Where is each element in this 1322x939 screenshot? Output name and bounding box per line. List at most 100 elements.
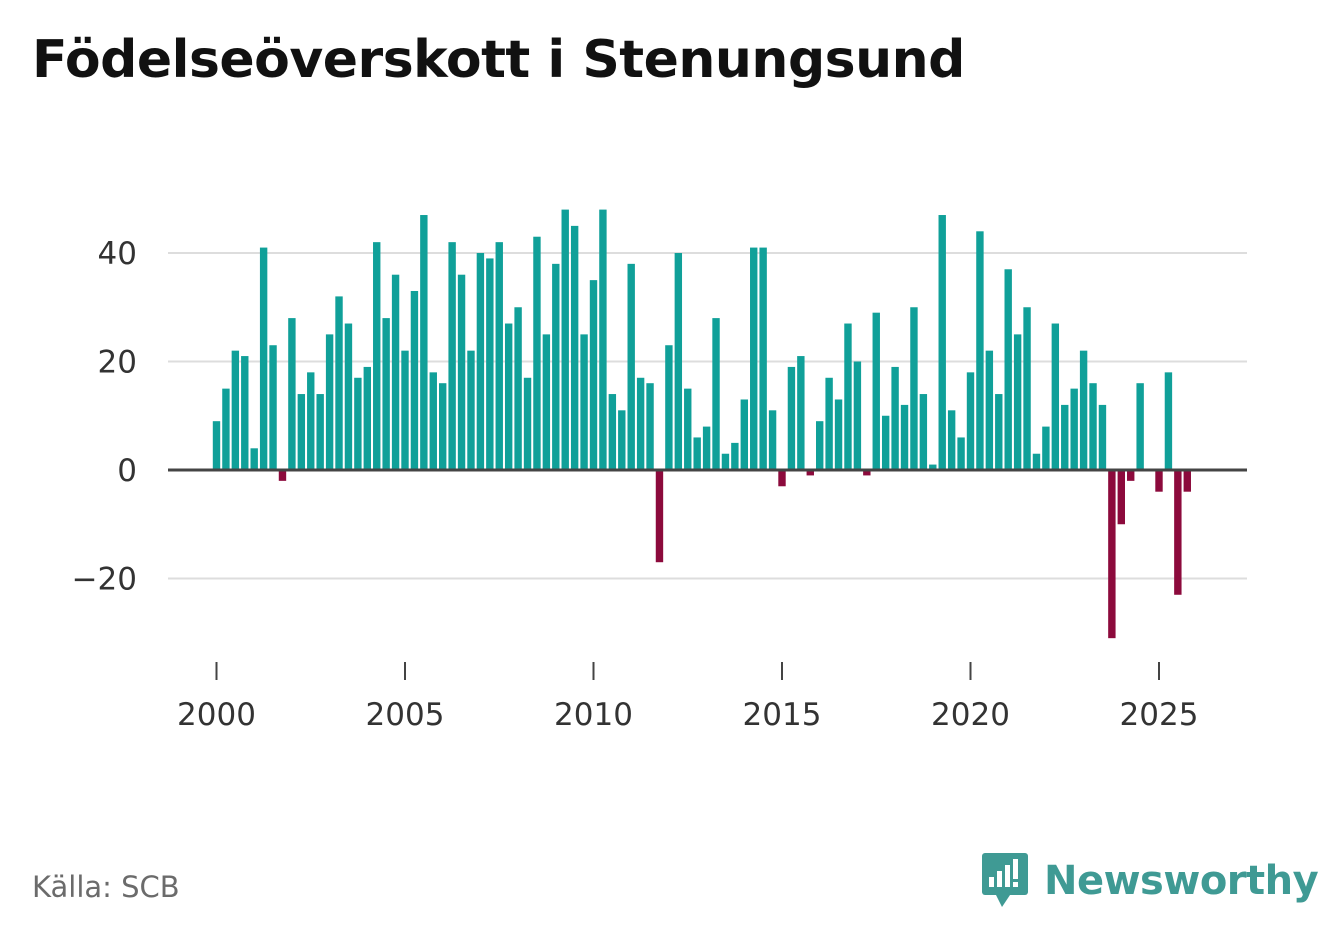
bar — [599, 209, 607, 470]
bar — [269, 345, 277, 470]
bar — [316, 394, 324, 470]
bar — [712, 318, 720, 470]
bar — [410, 290, 419, 471]
brand-logo[interactable]: Newsworthy — [980, 850, 1319, 912]
bar — [636, 377, 645, 470]
x-tick-label: 2025 — [1120, 697, 1199, 733]
x-tick-label: 2005 — [366, 697, 445, 733]
bar — [957, 437, 965, 470]
bar — [439, 383, 447, 470]
bar — [401, 350, 409, 470]
chart-title: Födelseöverskott i Stenungsund — [32, 30, 965, 90]
bar — [759, 247, 767, 470]
bar — [1013, 334, 1022, 471]
bar — [533, 236, 541, 470]
bar — [1070, 388, 1078, 471]
bar — [1117, 470, 1125, 525]
bar — [1136, 383, 1144, 470]
bar — [834, 399, 843, 470]
bar — [288, 318, 296, 470]
bar — [504, 323, 513, 470]
bar — [646, 383, 654, 470]
bar — [1023, 307, 1031, 470]
bar — [768, 410, 777, 470]
bar — [344, 323, 353, 470]
bar — [825, 377, 833, 470]
bar — [1079, 350, 1088, 470]
bar — [589, 280, 598, 471]
x-tick-label: 2020 — [931, 697, 1010, 733]
bar — [947, 410, 956, 470]
bar — [523, 377, 532, 470]
bar — [797, 356, 805, 470]
bar — [542, 334, 551, 471]
bar — [448, 242, 456, 470]
bar — [1004, 269, 1012, 470]
bar — [1032, 453, 1041, 470]
bars — [212, 209, 1191, 639]
bar — [985, 350, 994, 470]
bar — [373, 242, 381, 470]
x-axis: 2000 2005 2010 2015 2020 2025 — [168, 468, 1247, 733]
source-note: Källa: SCB — [32, 870, 180, 904]
bar — [297, 394, 306, 470]
bar — [655, 470, 664, 563]
bar — [476, 253, 485, 470]
bar — [721, 453, 730, 470]
bar — [627, 263, 635, 470]
bar — [665, 345, 673, 470]
bar — [684, 388, 692, 471]
bar — [618, 410, 626, 470]
bar — [486, 258, 494, 470]
bar — [250, 448, 258, 470]
y-tick-label: 40 — [98, 236, 137, 272]
bar — [966, 372, 975, 470]
bar — [929, 464, 937, 470]
bar — [1098, 404, 1107, 470]
bar — [325, 334, 334, 471]
bar — [259, 247, 268, 470]
bar — [278, 470, 287, 481]
bar — [354, 377, 362, 470]
bar — [806, 470, 814, 476]
y-tick-label: −20 — [72, 562, 137, 598]
bar — [429, 372, 437, 470]
bar — [608, 394, 617, 470]
bar — [561, 209, 569, 470]
newsworthy-icon — [982, 853, 1028, 907]
y-axis-labels: 40 20 0 −20 — [72, 236, 137, 598]
bar — [787, 366, 796, 471]
brand-name: Newsworthy — [1044, 858, 1319, 904]
bar — [891, 366, 899, 471]
bar — [222, 388, 230, 471]
bar — [863, 470, 871, 476]
bar — [231, 350, 240, 470]
bar — [1108, 470, 1116, 639]
bar — [335, 296, 343, 470]
bar — [420, 215, 428, 470]
bar — [750, 247, 758, 470]
bar — [702, 426, 711, 470]
bar — [580, 334, 588, 471]
bar — [900, 404, 909, 470]
x-tick-label: 2010 — [554, 697, 633, 733]
bar — [872, 312, 880, 470]
bar — [1155, 470, 1163, 492]
bar — [995, 394, 1003, 470]
bar — [514, 307, 522, 470]
bar — [881, 415, 890, 470]
bar — [938, 215, 946, 470]
bar — [212, 421, 221, 470]
y-tick-label: 0 — [117, 453, 137, 489]
bar — [778, 470, 786, 487]
bar — [816, 421, 824, 470]
bar — [1127, 470, 1135, 481]
x-tick-label: 2000 — [177, 697, 256, 733]
bar — [241, 356, 249, 470]
bar — [1089, 383, 1097, 470]
bar — [731, 442, 739, 471]
y-tick-label: 20 — [98, 345, 137, 381]
bar — [1061, 404, 1069, 470]
bar — [457, 274, 466, 470]
